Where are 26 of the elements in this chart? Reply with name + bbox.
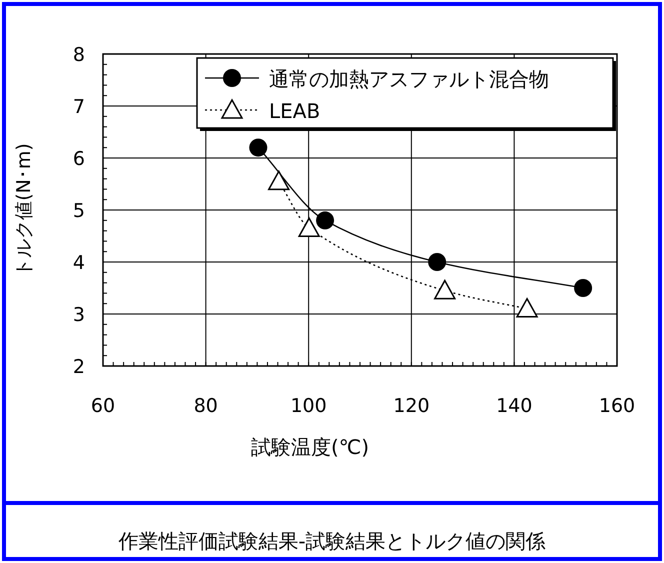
x-axis-title: 試験温度(℃)	[250, 435, 370, 459]
x-tick-label: 140	[496, 395, 532, 417]
y-tick-label: 3	[72, 304, 85, 326]
point	[316, 211, 334, 230]
y-tick-label: 4	[72, 252, 85, 274]
y-tick-label: 6	[72, 148, 85, 170]
point	[428, 253, 446, 271]
x-tick-label: 60	[90, 395, 116, 417]
x-tick-label: 100	[290, 395, 327, 417]
y-axis-title: トルク値(N･m)	[13, 143, 35, 277]
x-tick-label: 120	[393, 395, 430, 417]
point	[516, 298, 538, 318]
point	[249, 138, 268, 157]
x-tick-label: 80	[194, 395, 218, 417]
y-tick-label: 7	[72, 96, 85, 118]
point	[268, 170, 290, 190]
point	[434, 280, 456, 300]
point	[574, 279, 592, 297]
y-tick-label: 2	[72, 356, 85, 378]
legend-label: 通常の加熱アスファルト混合物	[269, 67, 549, 91]
y-tick-label: 8	[72, 44, 85, 66]
legend-label: LEAB	[269, 99, 320, 123]
x-tick-label: 160	[598, 395, 636, 417]
point	[298, 217, 320, 237]
y-tick-label: 5	[72, 200, 85, 222]
text: 作業性評価試験結果‐試験結果とトルク値の関係	[117, 529, 546, 553]
